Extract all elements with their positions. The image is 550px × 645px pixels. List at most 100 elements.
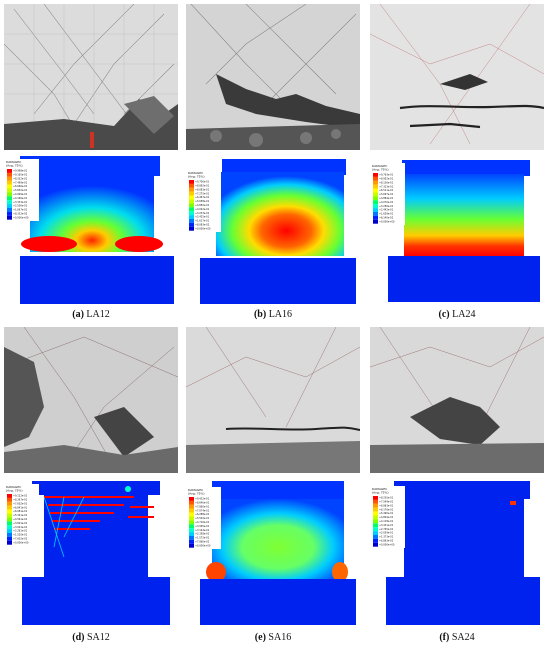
legend-swatch	[189, 180, 194, 184]
legend-label: +7.602e-01	[13, 502, 28, 505]
legend-la12: DAMAGEC (Avg: 75%) +9.998e-01+9.165e-01+…	[5, 159, 39, 221]
crack-photo-la24	[370, 4, 544, 150]
legend-label: +7.323e-01	[379, 185, 394, 188]
legend-swatch	[373, 538, 378, 543]
legend-swatch	[7, 529, 12, 533]
legend-label: +7.549e-01	[379, 501, 394, 504]
caption-la24: (c) LA24	[370, 309, 544, 320]
legend-swatch	[7, 180, 12, 185]
legend-label: +2.358e-01	[195, 533, 210, 536]
fe-contour-sa12: DAMAGEC (Avg: 75%) +9.122e-01 +8.367e-01 +…	[4, 477, 178, 629]
caption-name: SA16	[268, 632, 292, 643]
legend-label: +5.321e-01	[13, 514, 28, 517]
legend-swatch	[373, 507, 378, 512]
caption-letter: (f)	[439, 632, 450, 643]
legend-label: +8.235e-01	[379, 497, 394, 500]
legend-label: +9.700e-01	[195, 181, 210, 184]
legend-label: +5.832e-01	[13, 189, 28, 192]
crack-photo-sa24	[370, 327, 544, 473]
legend-swatch	[7, 540, 12, 545]
legend-label: +1.667e-01	[13, 209, 28, 212]
caption-name: SA12	[86, 632, 110, 643]
legend-label: +8.367e-01	[13, 499, 28, 502]
legend-label: +2.059e-01	[379, 532, 394, 535]
legend-swatch	[373, 180, 378, 185]
legend-label: +4.042e-01	[195, 208, 210, 211]
legend-label: +6.863e-01	[379, 504, 394, 507]
legend-swatch	[373, 503, 378, 508]
legend-swatch	[373, 192, 378, 197]
fe-contour-la16: DAMAGEC (Avg: 75%) +9.700e-01 +8.892e-01 +…	[186, 154, 360, 306]
legend-label: +1.520e-01	[13, 534, 28, 537]
caption-la12: (a) LA12	[4, 309, 178, 320]
caption-letter: (d)	[72, 632, 85, 643]
legend-subtitle: (Avg: 75%)	[372, 491, 389, 495]
caption-letter: (e)	[254, 632, 266, 643]
legend-swatch	[189, 203, 194, 208]
legend-swatch	[189, 520, 194, 525]
legend-label: +9.763e-01	[379, 174, 394, 177]
legend-swatch	[373, 196, 378, 201]
legend-swatch	[7, 513, 12, 518]
caption-letter: (a)	[72, 309, 84, 320]
legend-swatch	[189, 512, 194, 517]
legend-label: +0.000e+00	[195, 544, 211, 547]
legend-swatch	[7, 497, 12, 502]
legend-swatch	[373, 523, 378, 528]
legend-label: +5.697e-01	[379, 193, 394, 196]
legend-swatch	[7, 215, 12, 220]
legend-swatch	[189, 516, 194, 521]
legend-label: +8.332e-02	[13, 213, 28, 216]
legend-label: +1.572e-01	[195, 537, 210, 540]
legend-label: +7.074e-01	[195, 509, 210, 512]
legend-swatch	[7, 204, 12, 208]
crack-photo-la16	[186, 4, 360, 150]
legend-swatch	[7, 517, 12, 522]
legend-title: DAMAGEC	[188, 171, 203, 175]
legend-label: +7.860e-02	[195, 541, 210, 544]
legend-swatch	[7, 188, 12, 193]
legend-label: +4.804e-01	[379, 516, 394, 519]
legend-swatch	[373, 204, 378, 209]
legend-subtitle: (Avg: 75%)	[6, 164, 23, 168]
legend-swatch	[7, 200, 12, 205]
legend-label: +7.860e-01	[195, 505, 210, 508]
legend-swatch	[373, 219, 378, 224]
legend-label: +8.952e-01	[379, 178, 394, 181]
legend-label: +4.716e-01	[195, 521, 210, 524]
legend-swatch	[189, 226, 194, 231]
legend-label: +3.930e-01	[195, 525, 210, 528]
legend-swatch	[373, 519, 378, 524]
legend-swatch	[373, 208, 378, 212]
legend-swatch	[7, 505, 12, 510]
legend-title: DAMAGEC	[188, 488, 203, 492]
legend-title: DAMAGEC	[372, 487, 387, 491]
legend-swatch	[7, 509, 12, 514]
legend-label: +9.122e-01	[13, 495, 28, 498]
caption-name: LA16	[268, 309, 293, 320]
legend-label: +3.333e-01	[13, 201, 28, 204]
legend-label: +2.500e-01	[13, 205, 28, 208]
legend-swatch	[373, 531, 378, 535]
legend-swatch	[373, 511, 378, 516]
legend-swatch	[189, 191, 194, 196]
crack-photo-sa16	[186, 327, 360, 473]
legend-swatch	[373, 215, 378, 220]
legend-label: +4.850e-01	[195, 204, 210, 207]
legend-label: +0.000e+00	[13, 541, 29, 544]
legend-sa16: DAMAGEC (Avg: 75%) +9.432e-01+8.646e-01+…	[187, 487, 221, 549]
caption-letter: (c)	[438, 309, 450, 320]
legend-label: +2.425e-01	[195, 216, 210, 219]
legend-swatch	[189, 524, 194, 529]
legend-swatch	[7, 536, 12, 541]
legend-label: +0.000e+00	[195, 227, 211, 230]
legend-subtitle: (Avg: 75%)	[6, 489, 23, 493]
legend-label: +5.490e-01	[379, 512, 394, 515]
legend-label: +6.288e-01	[195, 513, 210, 516]
legend-label: +9.998e-01	[13, 170, 28, 173]
legend-la24: DAMAGEC (Avg: 75%) +9.763e-01+8.952e-01+…	[371, 163, 405, 225]
legend-title: DAMAGEC	[6, 485, 21, 489]
legend-label: +0.000e+00	[13, 216, 29, 219]
legend-swatch	[373, 527, 378, 532]
legend-label: +5.658e-01	[195, 200, 210, 203]
